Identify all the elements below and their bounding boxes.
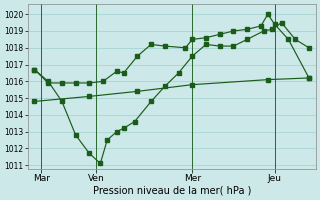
X-axis label: Pression niveau de la mer( hPa ): Pression niveau de la mer( hPa )	[92, 186, 251, 196]
